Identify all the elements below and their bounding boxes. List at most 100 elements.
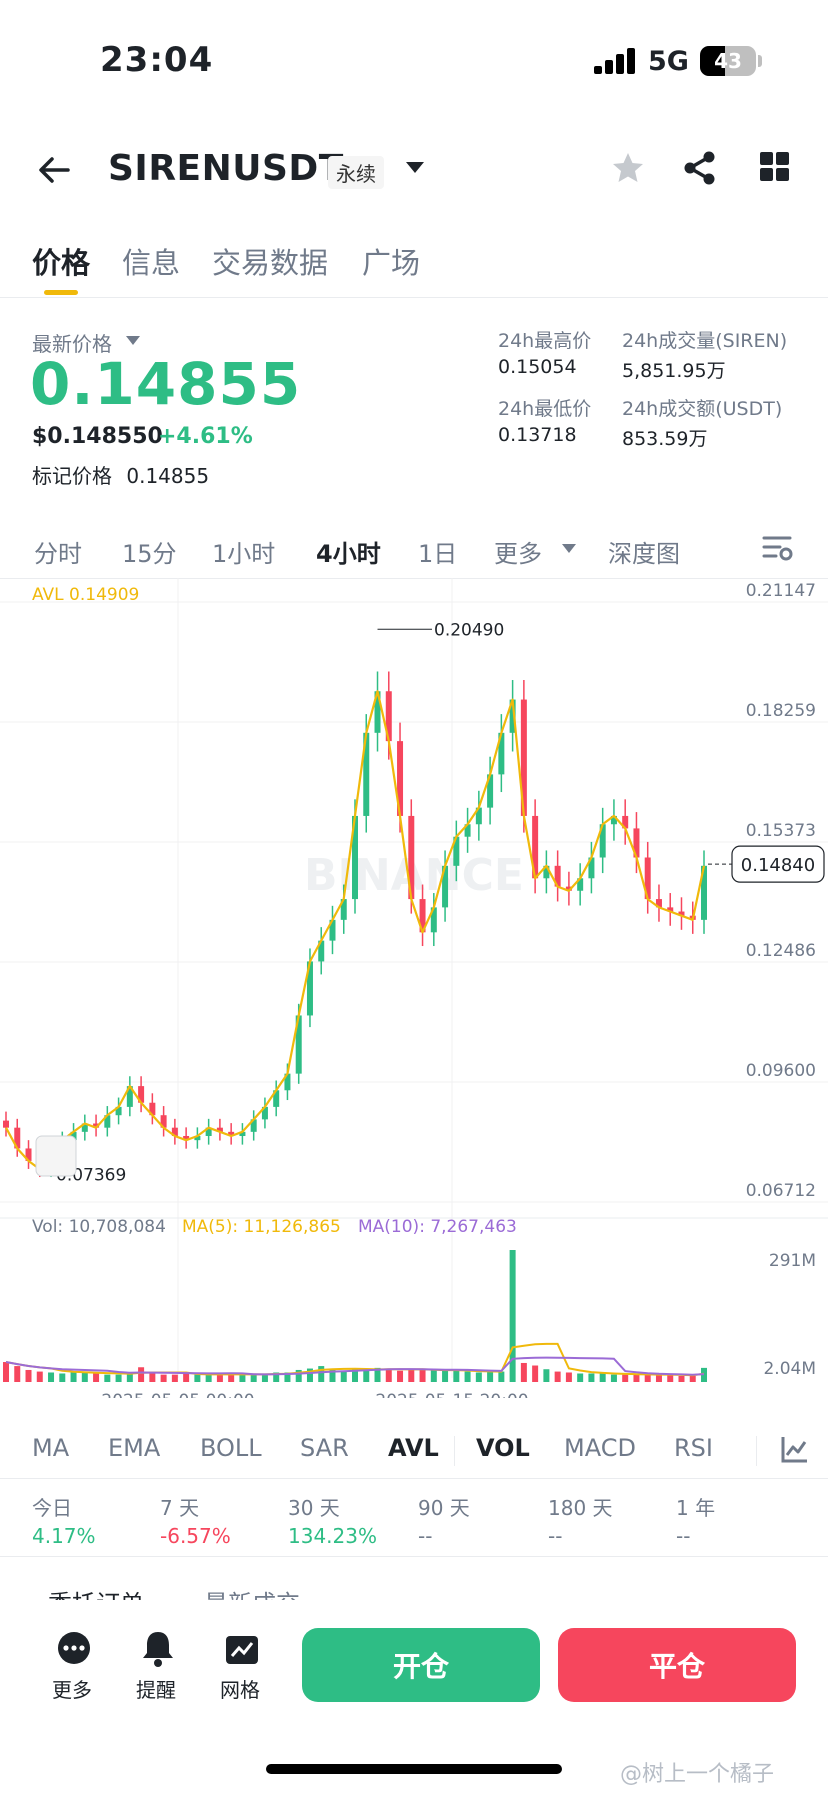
home-indicator xyxy=(266,1764,562,1774)
volume-bar xyxy=(3,1362,9,1382)
interval-4h[interactable]: 4小时 xyxy=(316,540,381,568)
period-label: 今日 xyxy=(32,1496,72,1520)
candle-body xyxy=(532,815,539,879)
volume-bar xyxy=(543,1369,550,1382)
volume-bar xyxy=(622,1374,629,1382)
grid-menu-icon[interactable] xyxy=(760,152,790,182)
volume-bar xyxy=(14,1366,21,1382)
indicator-avl[interactable]: AVL xyxy=(388,1434,439,1462)
volume-bar xyxy=(183,1373,190,1382)
candle-body xyxy=(701,865,707,920)
y-tick-label: 0.15373 xyxy=(746,821,816,841)
period-value: -- xyxy=(548,1524,563,1548)
interval-depth[interactable]: 深度图 xyxy=(608,540,680,568)
latest-price-label[interactable]: 最新价格 xyxy=(32,332,112,356)
candle-body xyxy=(81,1123,88,1132)
alert-label[interactable]: 提醒 xyxy=(136,1678,176,1702)
volume-bar xyxy=(306,1368,313,1382)
candle-body xyxy=(475,807,482,825)
candle-body xyxy=(138,1086,145,1103)
volume-bar xyxy=(273,1372,280,1382)
candle-body xyxy=(498,732,505,775)
indicator-ema[interactable]: EMA xyxy=(108,1434,161,1462)
interval-15m[interactable]: 15分 xyxy=(122,540,177,568)
back-arrow-icon[interactable] xyxy=(34,150,74,190)
period-value: -6.57% xyxy=(160,1524,231,1548)
period-value: 4.17% xyxy=(32,1524,96,1548)
volume-bar xyxy=(599,1373,606,1382)
volume-bar xyxy=(171,1374,178,1382)
share-icon[interactable] xyxy=(682,150,718,186)
symbol-dropdown-icon[interactable] xyxy=(406,162,424,173)
indicator-boll[interactable]: BOLL xyxy=(200,1434,262,1462)
candle-body xyxy=(599,824,606,858)
grid-trading-icon[interactable] xyxy=(222,1628,262,1668)
indicator-vol[interactable]: VOL xyxy=(476,1434,530,1462)
candle-body xyxy=(520,699,527,816)
y-tick-label: 0.21147 xyxy=(746,581,816,601)
candle-body xyxy=(622,815,629,829)
indicator-rsi[interactable]: RSI xyxy=(674,1434,713,1462)
volume-bar xyxy=(36,1371,43,1382)
volume-bar xyxy=(48,1372,55,1382)
candle-body xyxy=(216,1127,223,1132)
candle-body xyxy=(273,1090,280,1107)
symbol-title[interactable]: SIRENUSDT xyxy=(108,148,344,189)
divider xyxy=(0,1478,828,1479)
volume-tick-label: 2.04M xyxy=(763,1359,816,1379)
interval-more[interactable]: 更多 xyxy=(494,540,542,568)
avl-label: AVL 0.14909 xyxy=(32,585,139,605)
status-time: 23:04 xyxy=(100,40,214,80)
volume-bar xyxy=(408,1369,415,1382)
x-tick-label: 2025-05-15 20:00 xyxy=(375,1391,528,1398)
candle-body xyxy=(374,691,381,733)
star-icon[interactable] xyxy=(610,150,646,186)
volume-tick-label: 291M xyxy=(769,1251,816,1271)
more-icon[interactable] xyxy=(54,1628,94,1668)
indicator-ma[interactable]: MA xyxy=(32,1434,70,1462)
bell-icon[interactable] xyxy=(138,1628,178,1668)
divider xyxy=(0,297,828,298)
candle-body xyxy=(419,899,426,933)
candle-body xyxy=(385,691,392,742)
candle-body xyxy=(655,899,662,908)
interval-1h[interactable]: 1小时 xyxy=(212,540,276,568)
volume-bar xyxy=(419,1369,426,1382)
close-position-button[interactable]: 平仓 xyxy=(558,1628,796,1702)
open-position-button[interactable]: 开仓 xyxy=(302,1628,540,1702)
latest-price-caret-icon[interactable] xyxy=(126,336,140,345)
volume-bar xyxy=(205,1374,212,1382)
period-value: -- xyxy=(676,1524,691,1548)
volume-bar xyxy=(81,1372,88,1382)
interval-1d[interactable]: 1日 xyxy=(418,540,458,568)
period-value: -- xyxy=(418,1524,433,1548)
price-chart[interactable]: BINANCE 0.211470.182590.153730.124860.09… xyxy=(0,578,828,1398)
current-price-box xyxy=(731,845,825,883)
volume-bar xyxy=(126,1373,133,1382)
y-tick-label: 0.06712 xyxy=(746,1181,816,1201)
indicator-sar[interactable]: SAR xyxy=(300,1434,349,1462)
candle-body xyxy=(25,1148,32,1161)
volume-label: Vol: 10,708,084 xyxy=(32,1217,166,1237)
tab-info[interactable]: 信息 xyxy=(122,246,181,280)
volume-bar xyxy=(216,1374,223,1382)
interval-more-caret-icon[interactable] xyxy=(562,544,576,553)
candle-body xyxy=(205,1127,212,1136)
tab-trading-data[interactable]: 交易数据 xyxy=(212,246,329,280)
volume-bar xyxy=(498,1371,505,1382)
chart-settings-icon[interactable] xyxy=(762,534,794,564)
chart-type-icon[interactable] xyxy=(780,1434,810,1464)
more-label[interactable]: 更多 xyxy=(52,1678,92,1702)
avl-line-path xyxy=(5,690,706,1171)
candle-body xyxy=(464,824,471,837)
indicator-separator xyxy=(756,1436,757,1466)
candle-body xyxy=(430,907,437,933)
tab-square[interactable]: 广场 xyxy=(362,246,421,280)
grid-label[interactable]: 网格 xyxy=(220,1678,260,1702)
candle-body xyxy=(554,865,561,887)
tab-price[interactable]: 价格 xyxy=(32,246,91,280)
interval-timeline[interactable]: 分时 xyxy=(34,540,82,568)
volume-ma10-line xyxy=(5,1356,705,1376)
indicator-macd[interactable]: MACD xyxy=(564,1434,636,1462)
period-label: 90 天 xyxy=(418,1496,470,1520)
